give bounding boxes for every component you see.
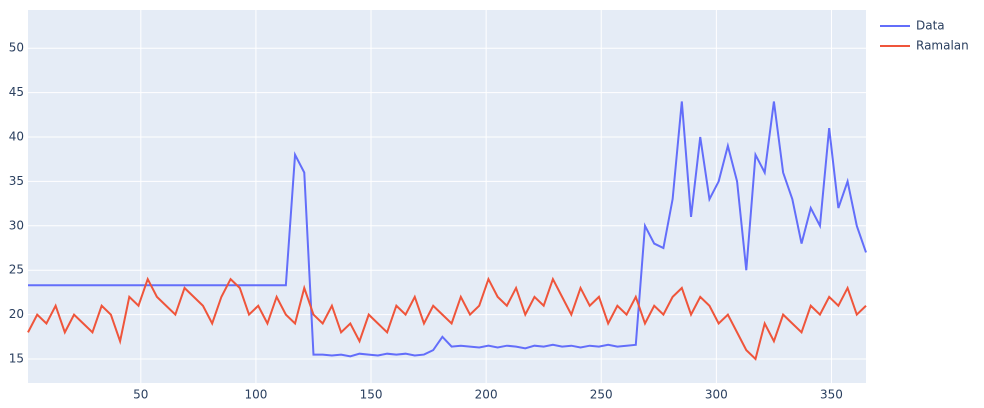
x-tick-label: 200 [475, 388, 498, 402]
y-tick-label: 45 [9, 85, 24, 99]
x-tick-label: 350 [820, 388, 843, 402]
y-tick-label: 25 [9, 263, 24, 277]
line [28, 101, 867, 358]
x-tick-label: 100 [244, 388, 267, 402]
x-tick-label: 250 [590, 388, 613, 402]
plot-area [28, 10, 866, 383]
y-tick-label: 20 [9, 307, 24, 321]
y-tick-label: 30 [9, 218, 24, 232]
y-tick-label: 50 [9, 41, 24, 55]
y-tick-label: 35 [9, 174, 24, 188]
x-tick-label: 300 [705, 388, 728, 402]
x-tick-label: 50 [133, 388, 148, 402]
x-tick-label: 150 [360, 388, 383, 402]
y-tick-label: 15 [9, 352, 24, 366]
legend-label[interactable]: Ramalan [916, 39, 969, 53]
legend-label[interactable]: Data [916, 19, 945, 33]
y-tick-label: 40 [9, 129, 24, 143]
line [27, 276, 867, 361]
